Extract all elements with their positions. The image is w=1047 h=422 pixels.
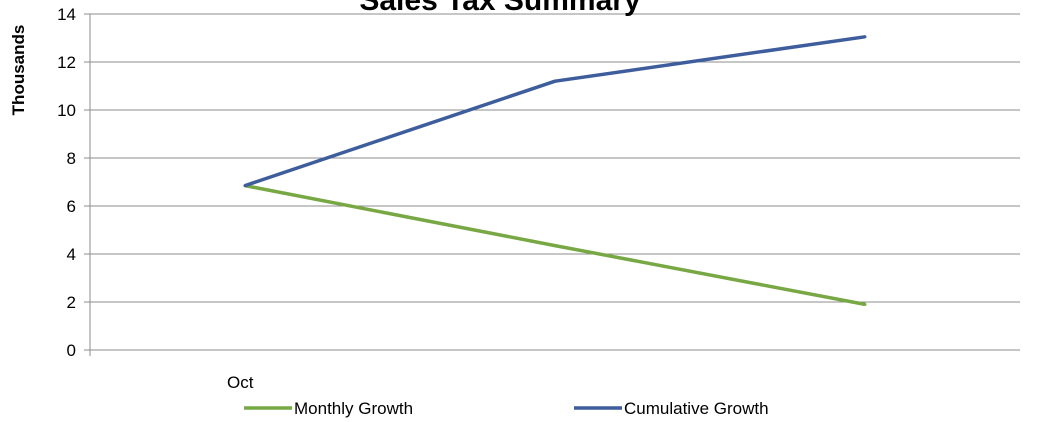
y-tick-labels: 0 2 4 6 8 10 12 14 [57,5,76,360]
y-tick-label: 10 [57,101,76,120]
legend: Monthly Growth Cumulative Growth [244,399,769,418]
legend-item: Monthly Growth [244,399,413,418]
x-tick-label: Oct [227,373,254,392]
y-tick-label: 6 [67,197,76,216]
x-tick-labels: Oct [227,373,254,392]
series-line-cumulative-growth [244,35,866,188]
legend-label: Monthly Growth [294,399,413,418]
data-point [863,35,867,39]
data-point [863,302,867,306]
gridlines [90,13,1020,351]
y-tick-label: 4 [67,245,76,264]
axes [84,13,91,356]
y-tick-label: 0 [67,341,76,360]
y-tick-label: 8 [67,149,76,168]
data-point [553,244,557,248]
data-point [553,79,557,83]
y-tick-label: 2 [67,293,76,312]
y-axis-label: Thousands [9,25,28,116]
series-lines [243,35,867,307]
y-tick-label: 12 [57,53,76,72]
data-point [243,184,247,188]
legend-item: Cumulative Growth [574,399,769,418]
y-tick-label: 14 [57,5,76,24]
chart-title: Sales Tax Summary [359,0,641,17]
legend-label: Cumulative Growth [624,399,769,418]
